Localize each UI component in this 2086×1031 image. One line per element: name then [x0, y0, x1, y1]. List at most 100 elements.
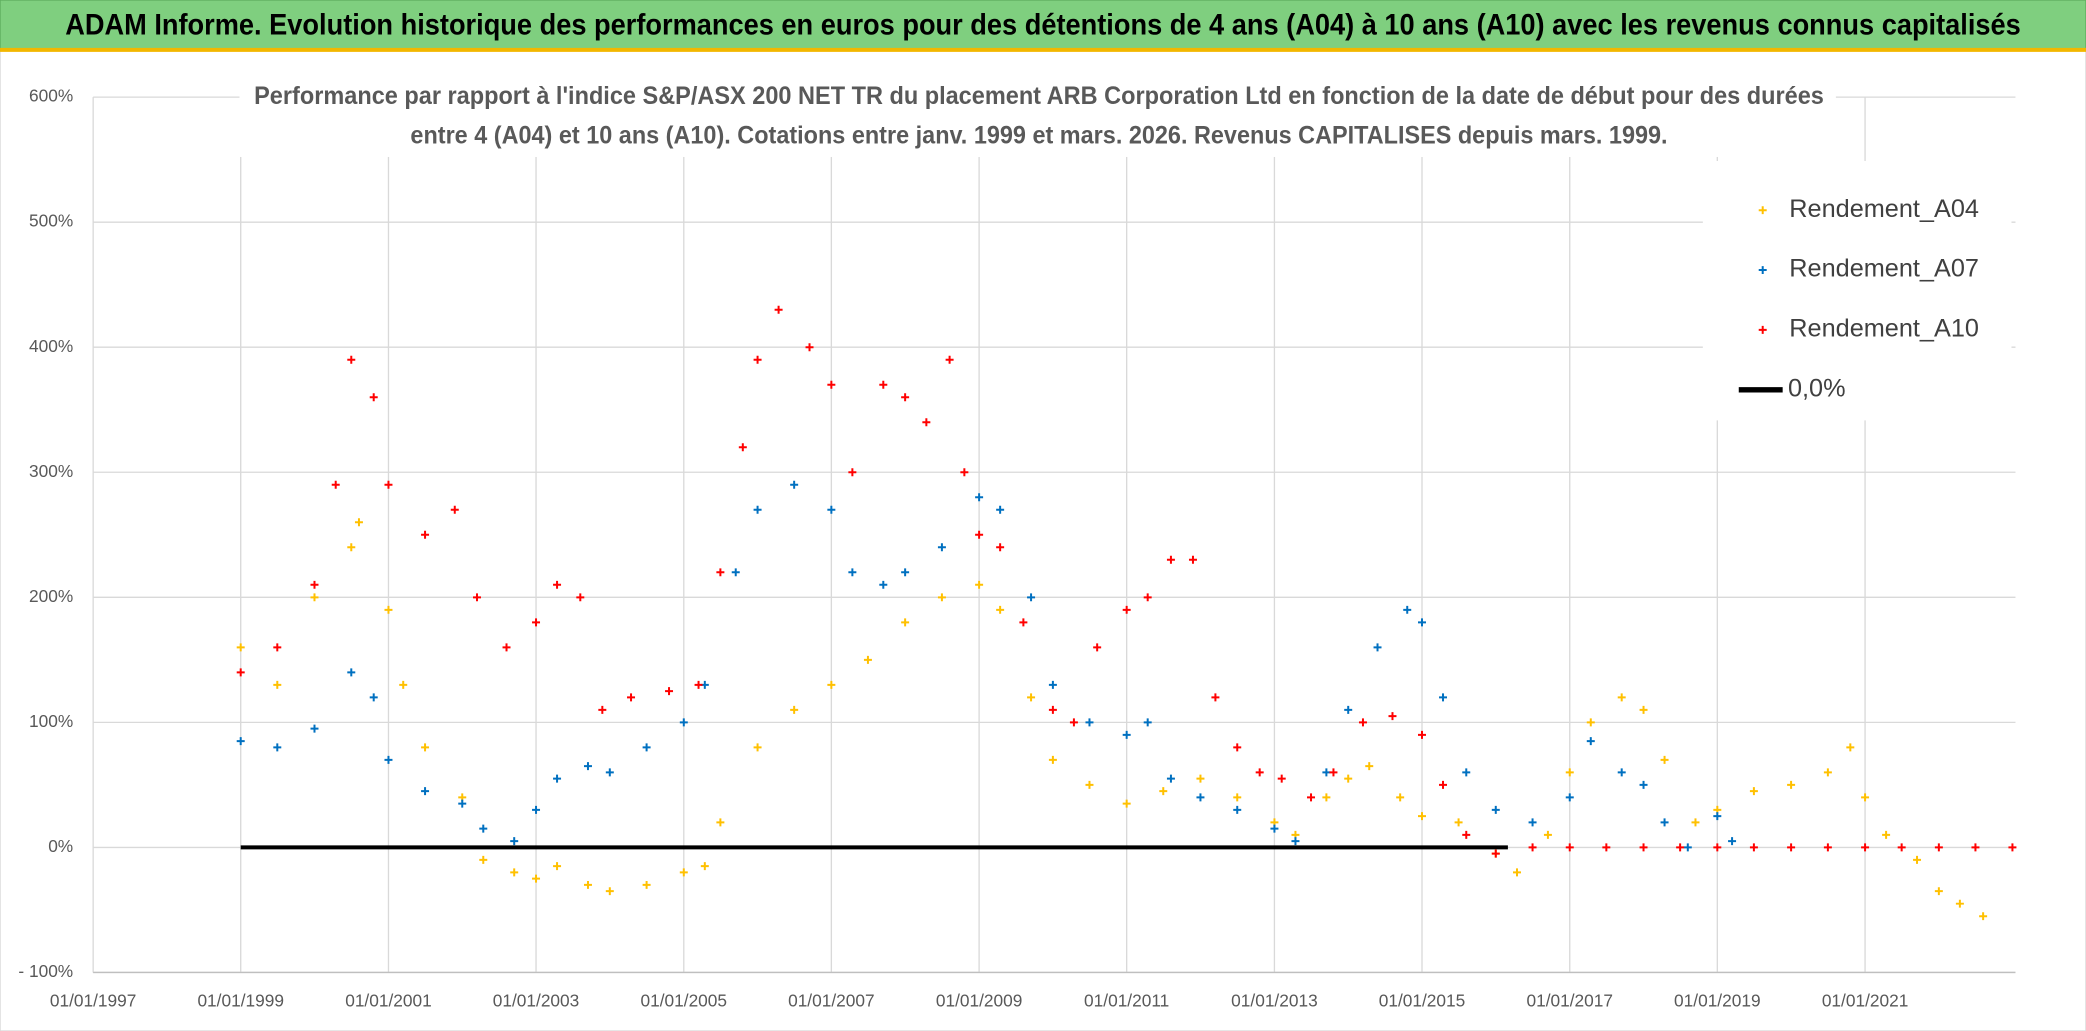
point	[1358, 718, 1367, 727]
point	[1277, 774, 1286, 783]
point	[384, 755, 393, 764]
point	[694, 680, 703, 689]
point	[1462, 830, 1471, 839]
point	[1291, 837, 1300, 846]
point	[1691, 818, 1700, 827]
point	[473, 593, 481, 602]
x-tick-label: 01/01/2003	[493, 990, 580, 1010]
point	[716, 568, 725, 577]
point	[1617, 693, 1626, 702]
point	[605, 887, 614, 896]
legend-marker	[1758, 206, 1767, 215]
point	[1403, 605, 1412, 614]
point	[236, 668, 245, 677]
point	[975, 580, 984, 589]
point	[716, 818, 725, 827]
x-tick-label: 01/01/2017	[1527, 990, 1614, 1010]
x-tick-label: 01/01/2015	[1379, 990, 1466, 1010]
point	[1882, 830, 1891, 839]
point	[827, 380, 836, 389]
banner-rule	[0, 47, 2086, 52]
point	[1344, 774, 1353, 783]
point	[1683, 843, 1692, 852]
point	[627, 693, 636, 702]
point	[790, 480, 799, 489]
point	[901, 568, 910, 577]
legend-label: Rendement_A04	[1789, 195, 1979, 223]
point	[1196, 793, 1205, 802]
point	[1439, 693, 1448, 702]
point	[421, 530, 430, 539]
point	[399, 680, 408, 689]
point	[1787, 780, 1796, 789]
point	[310, 724, 319, 733]
point	[642, 743, 651, 752]
point	[1122, 730, 1131, 739]
point	[996, 605, 1005, 614]
point	[1418, 812, 1426, 821]
point	[1418, 618, 1426, 627]
point	[1934, 843, 1943, 852]
banner	[0, 0, 2086, 52]
series	[236, 480, 1737, 852]
point	[583, 880, 592, 889]
point	[937, 593, 946, 602]
point	[510, 837, 519, 846]
point	[1019, 618, 1028, 627]
point	[731, 568, 740, 577]
point	[1660, 818, 1669, 827]
y-tick-label: 500%	[29, 211, 73, 231]
point	[605, 768, 614, 777]
x-tick-label: 01/01/1999	[197, 990, 284, 1010]
point	[937, 543, 946, 552]
series	[236, 305, 2017, 858]
x-tick-label: 01/01/2013	[1231, 990, 1318, 1010]
point	[273, 743, 282, 752]
point	[1188, 555, 1197, 564]
legend-box	[1702, 160, 2012, 421]
legend-marker	[1758, 266, 1767, 275]
point	[369, 393, 378, 402]
point	[532, 874, 541, 883]
point	[1861, 793, 1870, 802]
point	[1528, 818, 1537, 827]
point	[1565, 768, 1574, 777]
point	[347, 668, 356, 677]
point	[1787, 843, 1796, 852]
chart-title: Performance par rapport à l'indice S&P/A…	[254, 82, 1824, 110]
point	[863, 655, 872, 664]
point	[1418, 730, 1426, 739]
point	[1233, 743, 1242, 752]
point	[945, 355, 954, 364]
point	[1048, 755, 1057, 764]
point	[384, 605, 393, 614]
point	[1749, 787, 1758, 796]
point	[450, 505, 459, 514]
point	[1322, 768, 1331, 777]
point	[665, 687, 674, 696]
point	[236, 737, 245, 746]
plot: - 100% 0% 100% 200% 300% 400% 500% 600% 01/01/19…	[18, 77, 2017, 1010]
point	[421, 787, 430, 796]
point	[510, 868, 519, 877]
point	[1528, 843, 1537, 852]
point	[922, 418, 931, 427]
point	[458, 799, 467, 808]
point	[347, 543, 356, 552]
point	[1143, 718, 1152, 727]
point	[738, 443, 747, 452]
point	[1211, 693, 1220, 702]
point	[1513, 868, 1521, 877]
point	[996, 505, 1005, 514]
point	[532, 618, 541, 627]
legend-label: 0,0%	[1788, 374, 1846, 402]
point	[1565, 793, 1574, 802]
point	[1255, 768, 1264, 777]
point	[1085, 780, 1094, 789]
x-tick-label: 01/01/1997	[50, 990, 136, 1010]
point	[1159, 787, 1168, 796]
x-tick-label: 01/01/2007	[788, 990, 875, 1010]
legend-label: Rendement_A07	[1789, 255, 1979, 283]
point	[1639, 780, 1648, 789]
